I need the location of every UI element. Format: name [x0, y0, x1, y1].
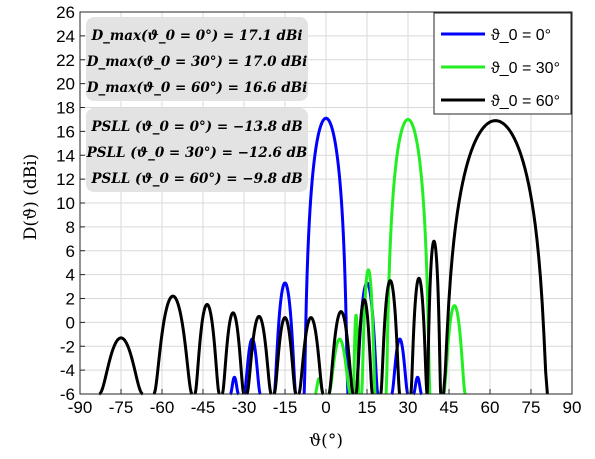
series-line [412, 375, 424, 396]
annotation-box-0 [86, 17, 308, 101]
legend-box [433, 12, 572, 115]
y-tick-label: 20 [56, 75, 75, 94]
series-line [193, 302, 221, 395]
series-line [272, 281, 298, 395]
legend: ϑ_0 = 0° ϑ_0 = 30° ϑ_0 = 60° [433, 12, 572, 115]
y-tick-label: 18 [56, 99, 75, 118]
legend-entry: ϑ_0 = 60° [491, 93, 560, 110]
y-tick-label: 2 [66, 290, 75, 309]
series-line [384, 117, 432, 395]
x-tick-label: 75 [522, 398, 541, 417]
y-axis-label: D(ϑ) (dBi) [21, 154, 41, 241]
series-line [228, 375, 240, 396]
x-tick-label: 30 [399, 398, 418, 417]
series-line [98, 336, 144, 396]
annotation-text: D_max(ϑ_0 = 30°) = 17.0 dBi [86, 54, 307, 70]
y-tick-label: -4 [60, 361, 75, 380]
series-line [302, 116, 350, 395]
series-line [442, 119, 549, 395]
annotation-text: PSLL (ϑ_0 = 60°) = −9.8 dB [90, 171, 302, 187]
legend-entry: ϑ_0 = 30° [491, 60, 560, 77]
y-tick-label: -2 [60, 337, 75, 356]
series-line [152, 294, 194, 395]
series-line [272, 316, 298, 396]
series-line [409, 276, 429, 395]
series-line [354, 298, 374, 395]
series-line [379, 279, 402, 395]
y-tick-label: -6 [60, 385, 75, 404]
annotation-text: D_max(ϑ_0 = 0°) = 17.1 dBi [90, 28, 302, 44]
legend-entry: ϑ_0 = 0° [491, 27, 551, 44]
y-tick-label: 10 [56, 194, 75, 213]
x-tick-label: 90 [563, 398, 582, 417]
x-axis-label: ϑ(°) [309, 431, 343, 451]
series-line [390, 337, 410, 396]
x-tick-label: 60 [481, 398, 500, 417]
y-tick-label: 6 [66, 242, 75, 261]
annotation-text: PSLL (ϑ_0 = 0°) = −13.8 dB [90, 119, 302, 135]
x-tick-label: -60 [150, 398, 175, 417]
series-line [360, 268, 377, 395]
x-tick-label: 15 [358, 398, 377, 417]
x-tick-label: -15 [273, 398, 298, 417]
x-tick-label: -45 [191, 398, 216, 417]
annotation-box-1 [86, 108, 308, 192]
y-tick-label: 24 [56, 27, 75, 46]
x-tick-label: -75 [109, 398, 134, 417]
y-tick-label: 0 [66, 313, 75, 332]
series-2 [98, 119, 549, 396]
annotations: D_max(ϑ_0 = 0°) = 17.1 dBi D_max(ϑ_0 = 30… [86, 17, 308, 192]
x-tick-label: -90 [68, 398, 93, 417]
x-tick-label: 0 [321, 398, 330, 417]
series-line [425, 239, 443, 395]
y-tick-label: 26 [56, 3, 75, 22]
y-tick-label: 16 [56, 122, 75, 141]
y-tick-label: 8 [66, 218, 75, 237]
y-tick-label: 22 [56, 51, 75, 70]
annotation-text: PSLL (ϑ_0 = 30°) = −12.6 dB [86, 145, 308, 161]
x-tick-label: -30 [232, 398, 257, 417]
series-line [297, 316, 325, 396]
series-line [327, 310, 355, 395]
tick-labels: -90 -75 -60 -45 -30 -15 0 15 30 45 60 75 90-6-4-2024… [56, 3, 581, 417]
y-tick-label: 4 [66, 266, 75, 285]
y-tick-label: 12 [56, 170, 75, 189]
annotation-text: D_max(ϑ_0 = 60°) = 16.6 dBi [86, 80, 307, 96]
series-line [220, 311, 246, 395]
y-tick-label: 14 [56, 146, 75, 165]
x-tick-label: 45 [440, 398, 459, 417]
series-line [245, 314, 273, 396]
series-group [98, 116, 549, 396]
